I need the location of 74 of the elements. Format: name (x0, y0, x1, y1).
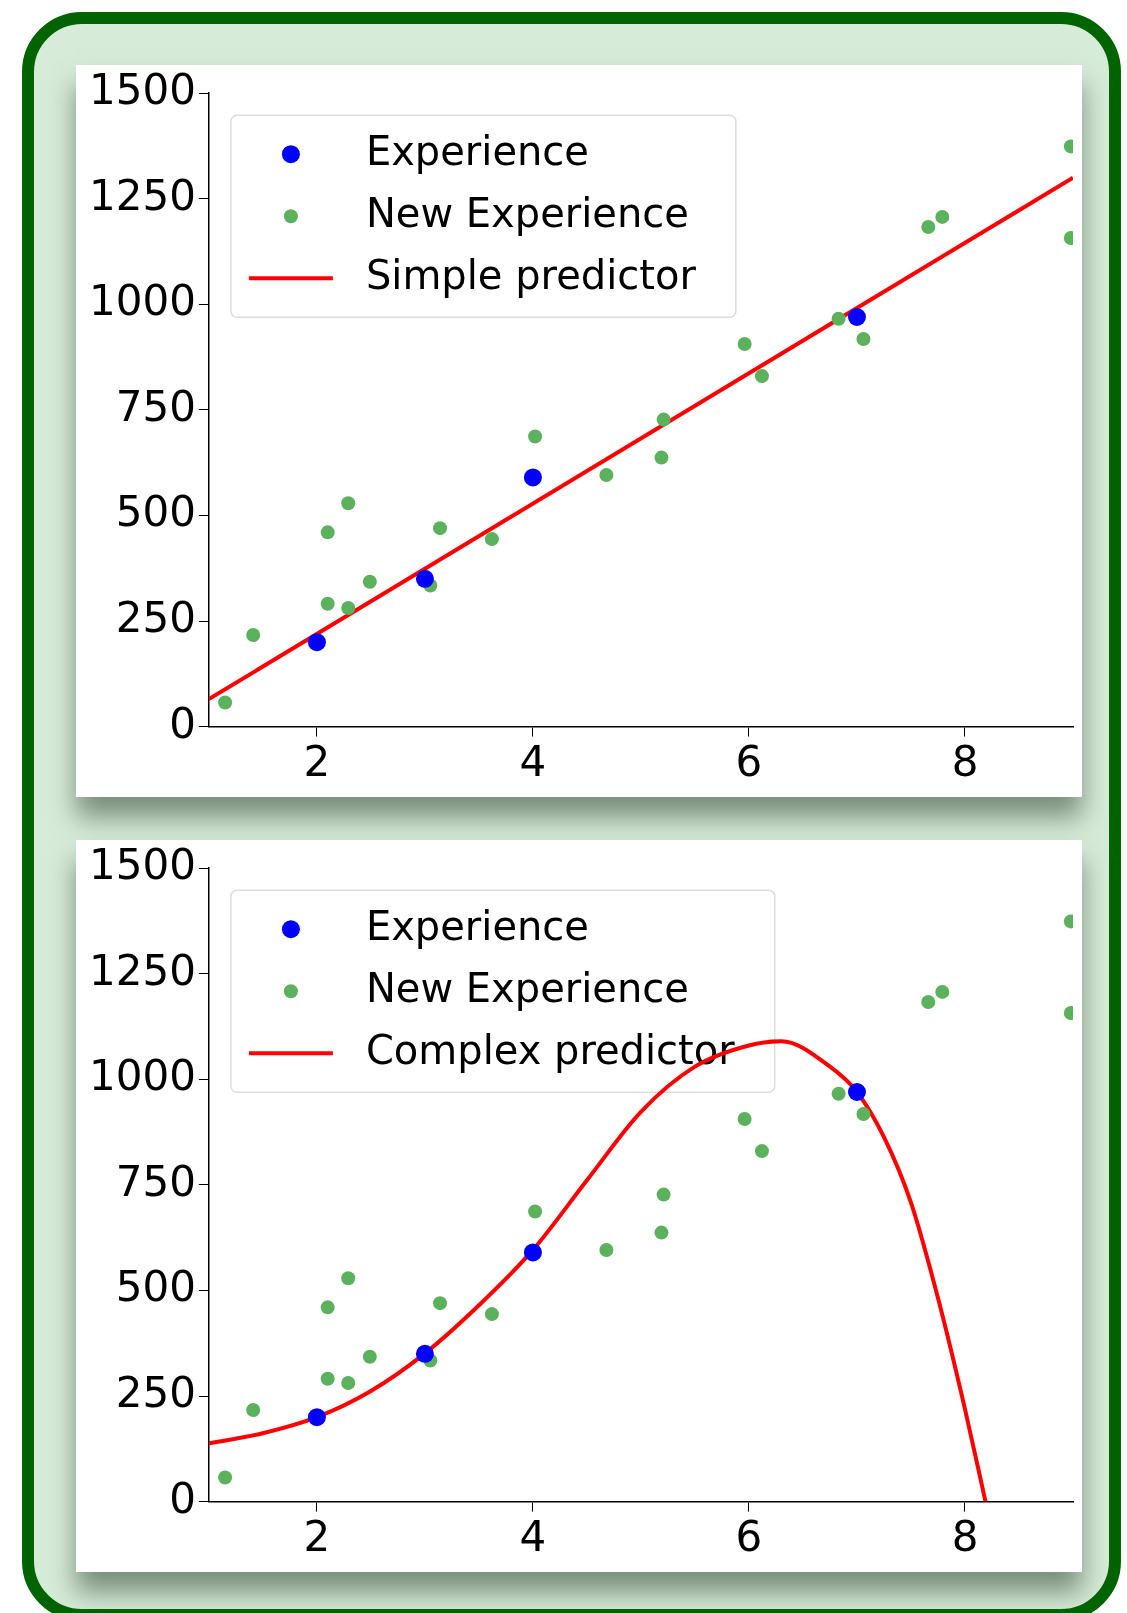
point (320, 1371, 335, 1386)
point (246, 1402, 261, 1417)
y-tick-label: 500 (115, 487, 196, 537)
legend-label: New Experience (365, 964, 689, 1011)
y-tick-label: 1000 (89, 1051, 196, 1101)
point (484, 1307, 499, 1322)
point (218, 695, 233, 710)
y-tick-label: 500 (115, 1262, 196, 1312)
point (341, 1375, 356, 1390)
point (935, 984, 950, 999)
y-tick-label: 0 (169, 1473, 196, 1523)
point (599, 1242, 614, 1257)
legend-label: Experience (365, 902, 589, 949)
point (433, 521, 448, 536)
point (656, 412, 671, 427)
x-tick-label: 6 (735, 736, 763, 786)
point (307, 1408, 326, 1427)
point (921, 220, 936, 235)
point (320, 596, 335, 611)
legend-label: New Experience (365, 189, 689, 236)
x-tick-label: 4 (519, 736, 547, 786)
point (599, 467, 614, 482)
y-tick-label: 1250 (89, 170, 196, 220)
point (654, 1225, 669, 1240)
legend-label: Simple predictor (365, 251, 697, 298)
point (528, 429, 543, 444)
point (847, 1083, 866, 1101)
point (737, 337, 752, 352)
point (341, 600, 356, 615)
x-tick-label: 6 (735, 1511, 763, 1561)
point (307, 633, 326, 652)
point (831, 311, 846, 326)
point (831, 1086, 846, 1101)
point (523, 468, 542, 487)
point (433, 1296, 448, 1311)
point (935, 209, 950, 224)
y-tick-label: 1500 (89, 65, 196, 115)
x-tick-label: 8 (951, 1511, 979, 1561)
point (856, 1106, 871, 1121)
point (523, 1243, 542, 1262)
point (754, 369, 769, 384)
y-tick-label: 250 (115, 592, 196, 642)
x-tick-label: 8 (951, 736, 979, 786)
y-tick-label: 1000 (89, 276, 196, 326)
y-tick-label: 250 (115, 1367, 196, 1417)
point (656, 1187, 671, 1202)
point (341, 496, 356, 511)
point (320, 1300, 335, 1315)
y-tick-label: 1250 (89, 945, 196, 995)
y-tick-label: 750 (115, 1156, 196, 1206)
point (754, 1144, 769, 1159)
y-tick-label: 1500 (89, 840, 196, 890)
point (341, 1271, 356, 1286)
point (856, 331, 871, 346)
legend-label: Experience (365, 127, 589, 174)
point (362, 1349, 377, 1364)
point (415, 1344, 434, 1363)
x-tick-label: 4 (519, 1511, 547, 1561)
point (362, 574, 377, 589)
point (415, 569, 434, 588)
point (921, 995, 936, 1010)
point (218, 1470, 233, 1485)
point (320, 525, 335, 540)
point (246, 627, 261, 642)
x-tick-label: 2 (303, 1511, 331, 1561)
point (847, 308, 866, 326)
point (654, 450, 669, 465)
point (484, 532, 499, 547)
point (737, 1112, 752, 1127)
point (528, 1204, 543, 1219)
x-tick-label: 2 (303, 736, 331, 786)
y-tick-label: 750 (115, 381, 196, 431)
y-tick-label: 0 (169, 698, 196, 748)
legend-label: Complex predictor (365, 1026, 736, 1073)
